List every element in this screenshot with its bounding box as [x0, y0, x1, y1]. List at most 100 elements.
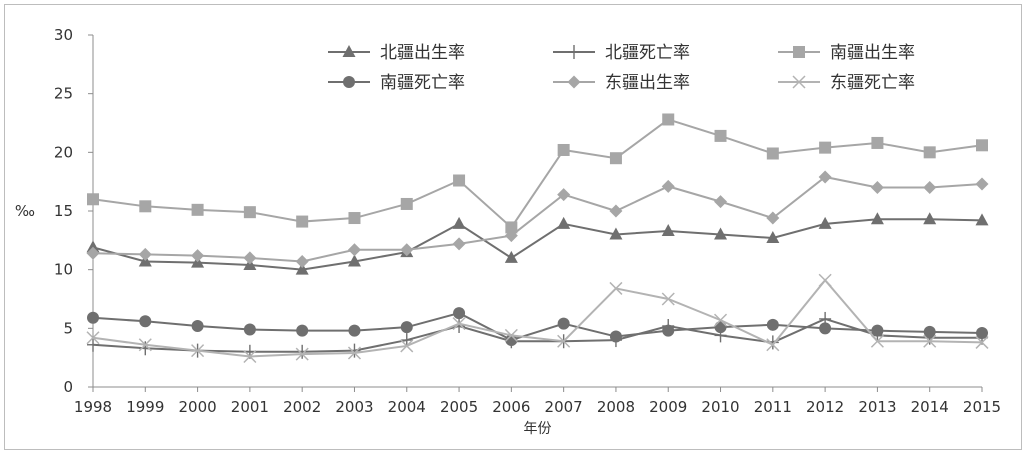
data-point-s5	[661, 179, 675, 193]
data-point-s1	[609, 227, 623, 240]
x-tick-label: 2006	[492, 398, 530, 416]
data-point-s4	[976, 327, 988, 340]
data-point-s6	[504, 328, 518, 342]
data-point-s6	[923, 334, 937, 348]
x-tick-label: 1998	[74, 398, 112, 416]
data-point-s3	[243, 206, 256, 219]
y-axis-label: ‰	[15, 202, 35, 220]
data-point-s6	[661, 292, 675, 306]
x-tick-label: 2015	[963, 398, 1001, 416]
data-point-s5	[191, 249, 205, 263]
data-point-s2	[348, 343, 361, 358]
data-point-s6	[452, 317, 466, 331]
data-point-s2	[87, 337, 99, 352]
data-point-s3	[87, 193, 99, 206]
data-point-s3	[766, 147, 779, 160]
data-point-s1	[714, 227, 728, 240]
data-point-s6	[713, 313, 728, 327]
data-point-s5	[504, 229, 518, 243]
legend-marker-1	[342, 45, 356, 57]
legend-marker-5	[567, 75, 581, 89]
x-tick-label: 2001	[231, 398, 269, 416]
legend-label-4: 南疆死亡率	[380, 73, 465, 93]
data-point-s6	[86, 331, 100, 345]
data-point-s4	[557, 317, 570, 330]
data-point-s6	[975, 335, 989, 349]
data-point-s4	[662, 324, 675, 337]
data-point-s3	[296, 215, 309, 228]
data-point-s6	[243, 349, 257, 364]
legend-label-2: 北疆死亡率	[605, 43, 690, 63]
data-point-s4	[766, 318, 779, 331]
data-point-s3	[505, 221, 518, 234]
x-tick-label: 1999	[126, 398, 164, 416]
data-point-s5	[766, 211, 780, 225]
data-point-s6	[818, 273, 832, 287]
data-point-s5	[347, 243, 361, 257]
data-point-s3	[976, 139, 988, 152]
legend-marker-2	[568, 45, 580, 59]
x-tick-label: 2013	[858, 398, 896, 416]
data-point-s3	[348, 212, 361, 225]
data-point-s3	[662, 113, 675, 126]
data-point-s5	[138, 247, 152, 261]
legend-marker-4	[343, 76, 355, 88]
data-point-s5	[243, 251, 257, 265]
legend-marker-6	[792, 75, 806, 89]
data-point-s5	[818, 170, 832, 184]
data-point-s5	[923, 181, 937, 195]
data-point-s1	[975, 213, 989, 226]
legend-label-5: 东疆出生率	[605, 73, 690, 93]
data-point-s3	[819, 141, 832, 154]
data-point-s4	[87, 311, 99, 324]
data-point-s6	[138, 338, 152, 352]
data-point-s3	[139, 200, 152, 213]
data-point-s4	[819, 322, 832, 335]
data-point-s6	[766, 338, 780, 352]
data-point-s1	[923, 212, 937, 225]
data-point-s5	[452, 237, 466, 251]
data-point-s1	[86, 240, 100, 253]
data-point-s1	[452, 216, 466, 229]
data-point-s4	[400, 321, 413, 334]
series-line-2	[92, 317, 982, 353]
data-point-s5	[609, 204, 623, 218]
data-point-s5	[86, 246, 100, 260]
data-point-s6	[191, 344, 205, 358]
legend-label-1: 北疆出生率	[380, 43, 465, 63]
y-tick-label: 5	[63, 319, 73, 337]
x-tick-label: 2010	[701, 398, 739, 416]
y-tick-label: 25	[54, 85, 73, 103]
x-tick-label: 2014	[911, 398, 949, 416]
data-point-s2	[296, 344, 309, 359]
data-point-s5	[400, 243, 414, 257]
data-point-s6	[295, 347, 309, 361]
data-point-s3	[191, 203, 204, 216]
data-point-s4	[923, 325, 936, 338]
data-point-s3	[557, 143, 570, 156]
data-point-s4	[191, 319, 204, 332]
y-tick-label: 15	[54, 202, 73, 220]
legend-marker-3	[793, 46, 805, 58]
x-tick-label: 2009	[649, 398, 687, 416]
data-point-s6	[609, 281, 623, 295]
x-tick-label: 2012	[806, 398, 844, 416]
x-tick-label: 2008	[597, 398, 635, 416]
data-point-s1	[661, 223, 675, 236]
data-point-s3	[453, 174, 466, 187]
x-tick-label: 2002	[283, 398, 321, 416]
data-point-s3	[400, 197, 413, 210]
data-point-s1	[870, 212, 884, 225]
data-point-s4	[139, 315, 152, 328]
x-tick-label: 2011	[754, 398, 792, 416]
data-point-s4	[871, 324, 884, 337]
data-point-s4	[296, 324, 309, 337]
series-line-6	[92, 278, 983, 358]
data-point-s6	[557, 334, 571, 348]
data-point-s3	[714, 129, 727, 142]
y-tick-label: 20	[54, 143, 73, 161]
y-tick-label: 0	[63, 378, 73, 396]
y-tick-label: 10	[54, 261, 73, 279]
x-tick-label: 2005	[440, 398, 478, 416]
y-tick-label: 30	[54, 26, 73, 44]
